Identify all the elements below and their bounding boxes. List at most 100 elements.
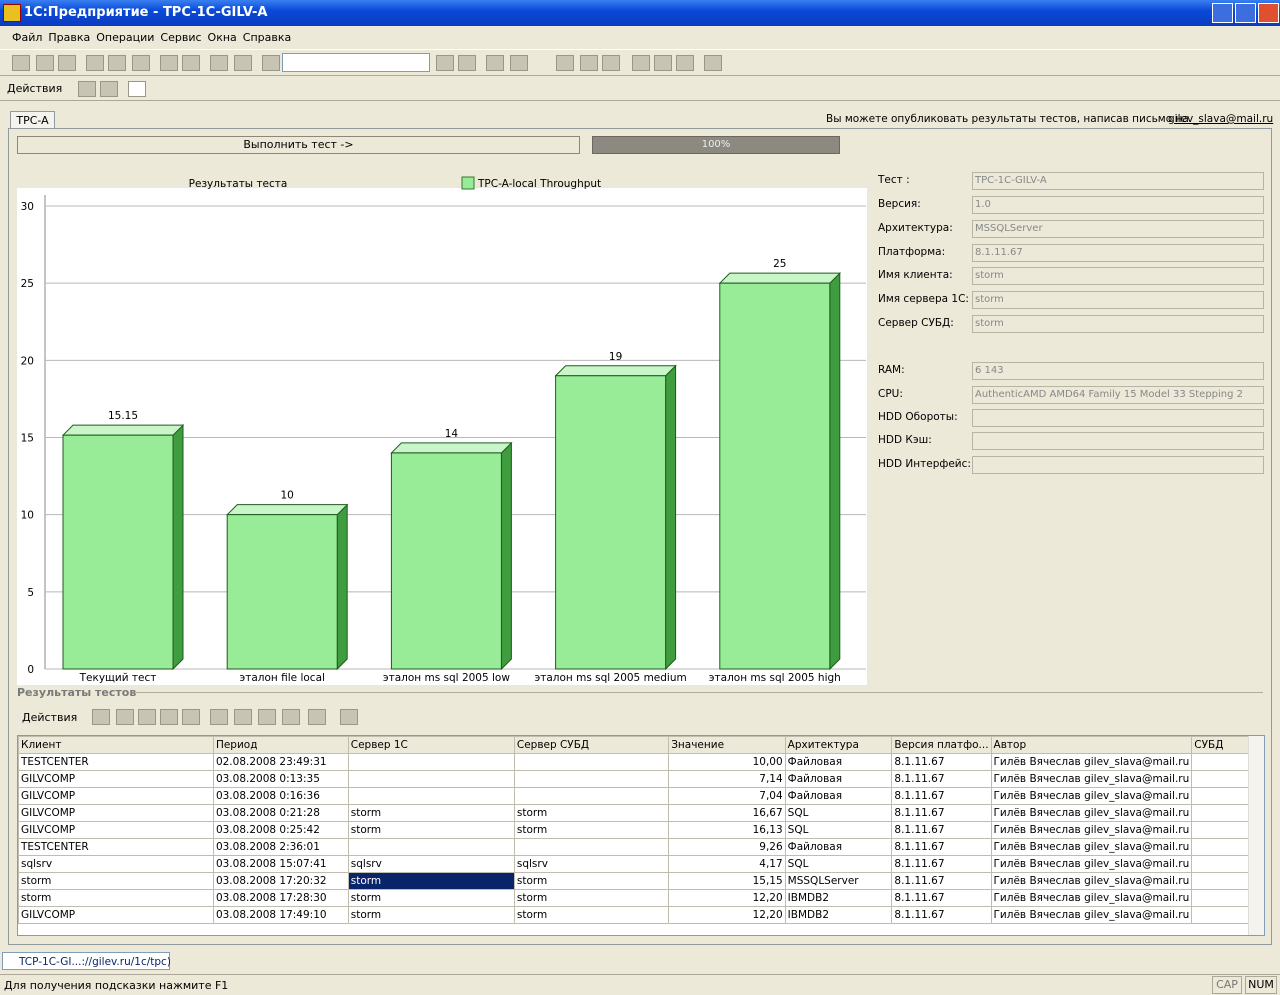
tool-icon[interactable] xyxy=(234,55,252,71)
tool-icon[interactable] xyxy=(234,709,252,725)
tool-icon[interactable] xyxy=(160,709,178,725)
table-cell[interactable]: 03.08.2008 0:13:35 xyxy=(212,770,349,788)
table-cell[interactable]: 03.08.2008 17:28:30 xyxy=(212,889,349,907)
table-cell[interactable] xyxy=(513,787,670,805)
table-cell[interactable]: sqlsrv xyxy=(347,855,515,873)
help-icon[interactable] xyxy=(128,81,146,97)
table-cell[interactable]: storm xyxy=(513,804,670,822)
tool-icon[interactable] xyxy=(182,55,200,71)
tool-icon[interactable] xyxy=(182,709,200,725)
table-cell[interactable]: 8.1.11.67 xyxy=(891,821,992,839)
tool-icon[interactable] xyxy=(258,709,276,725)
table-cell[interactable]: 8.1.11.67 xyxy=(891,855,992,873)
table-cell[interactable] xyxy=(513,770,670,788)
tool-icon[interactable] xyxy=(282,709,300,725)
table-cell[interactable]: Файловая xyxy=(784,753,893,771)
table-cell[interactable]: TESTCENTER xyxy=(18,753,214,771)
table-cell[interactable]: GILVCOMP xyxy=(18,906,214,924)
table-cell[interactable]: IBMDB2 xyxy=(784,906,893,924)
table-cell[interactable] xyxy=(1191,872,1264,890)
table-cell[interactable]: 03.08.2008 15:07:41 xyxy=(212,855,349,873)
tool-icon[interactable] xyxy=(556,55,574,71)
tab[interactable]: TPC-A xyxy=(10,111,55,129)
tool-icon[interactable] xyxy=(210,709,228,725)
tool-icon[interactable] xyxy=(108,55,126,71)
table-cell[interactable]: MSSQLServer xyxy=(784,872,893,890)
tool-icon[interactable] xyxy=(510,55,528,71)
table-row[interactable]: GILVCOMP 03.08.2008 0:16:36 7,04 Файловая 8.… xyxy=(18,787,1264,805)
table-cell[interactable]: storm xyxy=(347,889,515,907)
tool-icon[interactable] xyxy=(654,55,672,71)
tool-icon[interactable] xyxy=(36,55,54,71)
table-cell[interactable] xyxy=(1191,889,1264,907)
table-row[interactable]: GILVCOMP 03.08.2008 17:49:10 storm storm 12,… xyxy=(18,906,1264,924)
table-cell[interactable]: GILVCOMP xyxy=(18,821,214,839)
menu-item[interactable]: Правка xyxy=(48,31,91,44)
table-cell[interactable] xyxy=(1191,906,1264,924)
tool-icon[interactable] xyxy=(12,55,30,71)
column-header[interactable]: Сервер СУБД xyxy=(513,736,670,754)
column-header[interactable]: Версия платфо... xyxy=(891,736,992,754)
table-cell[interactable]: GILVCOMP xyxy=(18,770,214,788)
table-cell[interactable]: Гилёв Вячеслав gilev_slava@mail.ru xyxy=(990,889,1193,907)
tool-icon[interactable] xyxy=(676,55,694,71)
table-cell[interactable] xyxy=(347,753,515,771)
table-cell[interactable]: storm xyxy=(347,804,515,822)
table-cell[interactable]: GILVCOMP xyxy=(18,804,214,822)
table-cell[interactable]: 8.1.11.67 xyxy=(891,889,992,907)
table-cell[interactable]: Гилёв Вячеслав gilev_slava@mail.ru xyxy=(990,770,1193,788)
tool-icon[interactable] xyxy=(58,55,76,71)
close[interactable] xyxy=(1258,3,1279,23)
table-cell[interactable] xyxy=(513,838,670,856)
table-cell[interactable]: 03.08.2008 17:49:10 xyxy=(212,906,349,924)
tool-icon[interactable] xyxy=(116,709,134,725)
table-cell[interactable]: 12,20 xyxy=(668,906,786,924)
window-tab[interactable]: TCP-1C-GI...://gilev.ru/1c/tpc) xyxy=(2,952,171,970)
table-cell[interactable]: 10,00 xyxy=(668,753,786,771)
table-cell[interactable]: Файловая xyxy=(784,838,893,856)
table-cell[interactable]: Гилёв Вячеслав gilev_slava@mail.ru xyxy=(990,753,1193,771)
table-cell[interactable]: 7,14 xyxy=(668,770,786,788)
table-cell[interactable]: storm xyxy=(513,821,670,839)
table-cell[interactable]: IBMDB2 xyxy=(784,889,893,907)
table-cell[interactable]: 16,67 xyxy=(668,804,786,822)
table-cell[interactable]: Файловая xyxy=(784,770,893,788)
table-cell[interactable]: sqlsrv xyxy=(513,855,670,873)
actions-menu[interactable]: Действия xyxy=(7,82,63,95)
tool-icon[interactable] xyxy=(138,709,156,725)
table-row[interactable]: storm 03.08.2008 17:20:32 storm storm 15,15 M… xyxy=(18,872,1264,890)
table-cell[interactable]: storm xyxy=(18,872,214,890)
menu-item[interactable]: Сервис xyxy=(160,31,202,44)
table-cell[interactable]: Гилёв Вячеслав gilev_slava@mail.ru xyxy=(990,855,1193,873)
table-cell[interactable]: SQL xyxy=(784,855,893,873)
table-cell[interactable]: 8.1.11.67 xyxy=(891,787,992,805)
table-cell[interactable]: 03.08.2008 0:25:42 xyxy=(212,821,349,839)
minimize[interactable] xyxy=(1212,3,1233,23)
table-cell[interactable]: 03.08.2008 17:20:32 xyxy=(212,872,349,890)
table-cell[interactable]: Гилёв Вячеслав gilev_slava@mail.ru xyxy=(990,821,1193,839)
menu-item[interactable]: Файл xyxy=(12,31,43,44)
table-cell[interactable]: storm xyxy=(347,872,515,890)
menu-item[interactable]: Окна xyxy=(207,31,237,44)
table-cell[interactable] xyxy=(513,753,670,771)
table-cell[interactable]: storm xyxy=(347,906,515,924)
tool-icon[interactable] xyxy=(458,55,476,71)
table-row[interactable]: GILVCOMP 03.08.2008 0:13:35 7,14 Файловая 8.… xyxy=(18,770,1264,788)
table-cell[interactable]: storm xyxy=(18,889,214,907)
tool-icon[interactable] xyxy=(86,55,104,71)
table-cell[interactable]: Гилёв Вячеслав gilev_slava@mail.ru xyxy=(990,906,1193,924)
table-cell[interactable]: storm xyxy=(347,821,515,839)
table-cell[interactable]: 4,17 xyxy=(668,855,786,873)
tool-icon[interactable] xyxy=(632,55,650,71)
table-cell[interactable]: 12,20 xyxy=(668,889,786,907)
scrollbar[interactable] xyxy=(1248,736,1264,935)
column-header[interactable]: Сервер 1С xyxy=(347,736,515,754)
table-cell[interactable]: TESTCENTER xyxy=(18,838,214,856)
table-cell[interactable] xyxy=(347,787,515,805)
table-cell[interactable]: 02.08.2008 23:49:31 xyxy=(212,753,349,771)
menu-item[interactable]: Справка xyxy=(242,31,292,44)
tool-icon[interactable] xyxy=(704,55,722,71)
table-row[interactable]: GILVCOMP 03.08.2008 0:25:42 storm storm 16,1… xyxy=(18,821,1264,839)
tool-icon[interactable] xyxy=(486,55,504,71)
table-cell[interactable]: 8.1.11.67 xyxy=(891,770,992,788)
